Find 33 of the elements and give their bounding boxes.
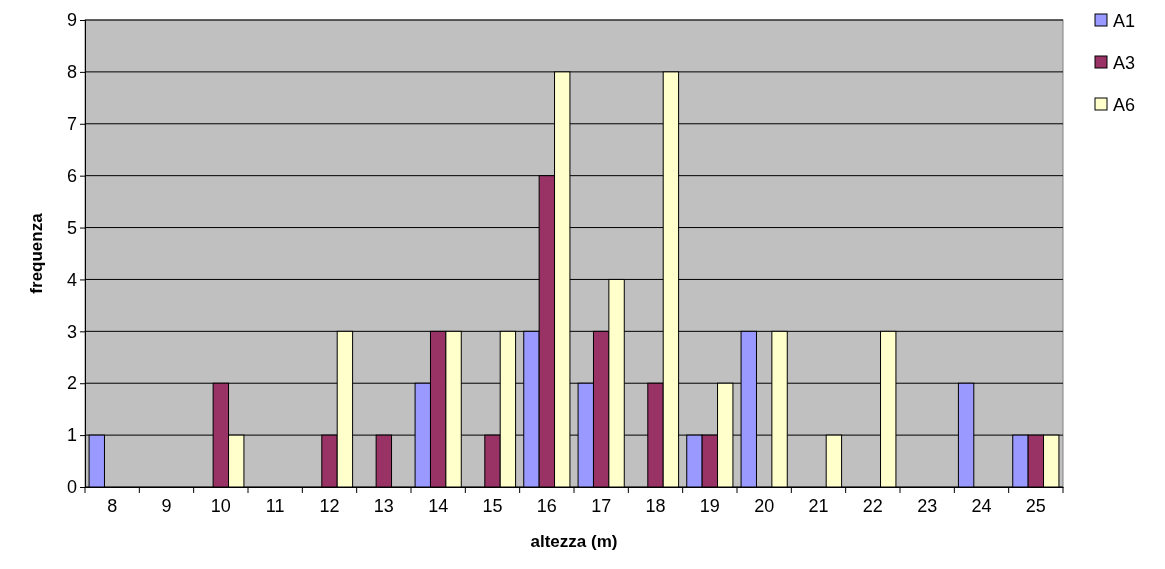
x-tick-label: 22 [862,495,883,516]
legend-label: A6 [1113,95,1136,115]
x-tick-label: 17 [591,495,612,516]
x-tick-label: 12 [319,495,340,516]
y-tick-label: 1 [66,425,77,446]
x-tick-label: 20 [754,495,775,516]
y-tick-label: 2 [66,373,77,394]
x-tick-label: 25 [1025,495,1046,516]
x-tick-label: 10 [210,495,231,516]
x-tick-label: 14 [428,495,449,516]
y-axis-title: frequenza [27,212,46,294]
x-tick-label: 21 [808,495,829,516]
y-tick-label: 5 [66,217,77,238]
x-axis-title: altezza (m) [530,532,618,551]
x-tick-label: 13 [373,495,394,516]
y-tick-label: 9 [66,10,77,31]
legend-label: A3 [1113,53,1136,73]
x-tick-label: 18 [645,495,666,516]
y-tick-label: 6 [66,165,77,186]
y-tick-label: 4 [66,269,77,290]
y-tick-label: 3 [66,321,77,342]
x-tick-label: 8 [107,495,118,516]
x-tick-label: 15 [482,495,503,516]
x-tick-label: 19 [699,495,720,516]
y-tick-label: 0 [66,477,77,498]
x-tick-label: 24 [971,495,992,516]
x-tick-label: 23 [917,495,938,516]
y-tick-label: 8 [66,62,77,83]
x-tick-label: 16 [536,495,557,516]
y-tick-label: 7 [66,114,77,135]
x-tick-label: 9 [161,495,172,516]
legend-label: A1 [1113,11,1136,31]
x-tick-label: 11 [265,495,285,516]
